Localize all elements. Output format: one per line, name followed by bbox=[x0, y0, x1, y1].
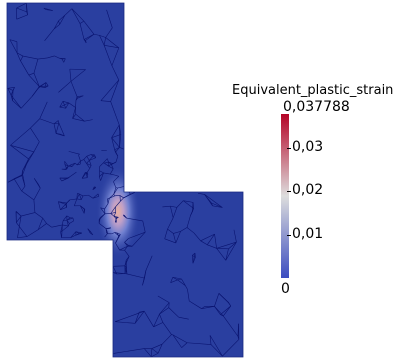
colorbar-tick bbox=[287, 147, 291, 149]
colorbar-max-label: 0,037788 bbox=[283, 99, 350, 115]
mesh-body bbox=[7, 3, 243, 357]
colorbar-tick bbox=[287, 234, 291, 236]
colorbar-tick-label: 0,03 bbox=[292, 138, 324, 155]
colorbar-tick-label: 0,01 bbox=[292, 225, 324, 242]
mesh-edges bbox=[7, 3, 240, 357]
colorbar-title: Equivalent_plastic_strain bbox=[232, 83, 394, 98]
colorbar-min-label: 0 bbox=[281, 281, 290, 297]
colorbar bbox=[281, 114, 289, 278]
colorbar-tick-label: 0,02 bbox=[292, 182, 324, 199]
colorbar-tick bbox=[287, 191, 291, 193]
strain-hotspot bbox=[96, 166, 140, 258]
mesh-outline bbox=[6, 2, 244, 358]
